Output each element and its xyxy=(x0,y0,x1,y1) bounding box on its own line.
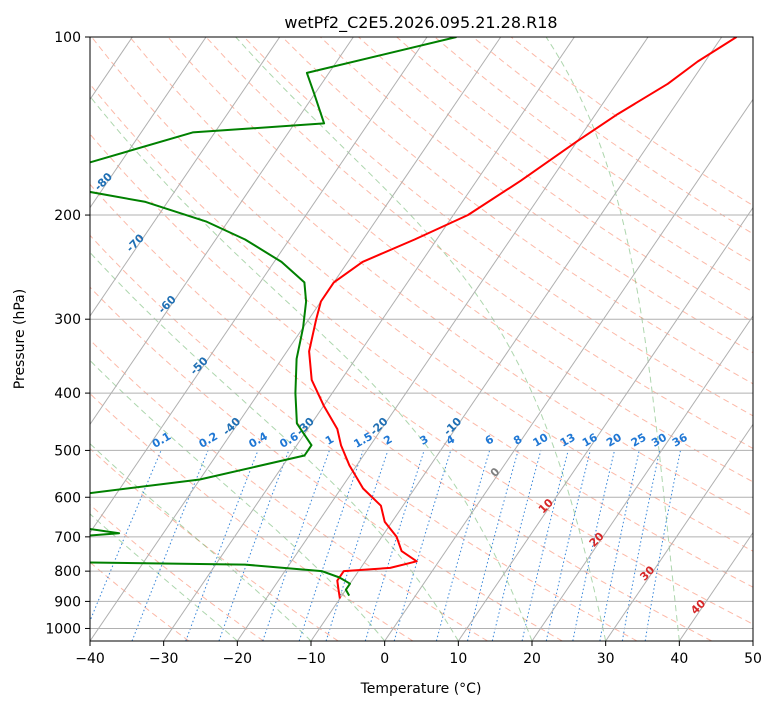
dry-adiabat-line xyxy=(358,37,753,323)
y-tick-label: 900 xyxy=(54,594,81,610)
mixing-ratio-line xyxy=(364,450,425,641)
temperature-line xyxy=(308,37,738,599)
mixing-ratio-line xyxy=(262,450,330,641)
isotherm-line xyxy=(605,423,753,641)
isotherm-line xyxy=(678,531,753,641)
y-tick-label: 300 xyxy=(54,312,81,328)
y-tick-label: 1000 xyxy=(45,621,81,637)
moist-adiabat-line xyxy=(90,95,533,641)
dry-adiabat-line xyxy=(90,183,712,641)
x-axis-label: Temperature (°C) xyxy=(360,681,482,697)
dry-adiabat-line xyxy=(90,504,264,641)
x-tick-label: −20 xyxy=(223,651,253,667)
plot-frame xyxy=(89,36,754,642)
y-tick-label: 100 xyxy=(54,30,81,46)
isotherm-label: -100 xyxy=(25,44,54,73)
dry-adiabat-line xyxy=(90,234,638,641)
y-tick-label: 700 xyxy=(54,530,81,546)
dewpoint-line xyxy=(90,37,457,597)
mixing-ratio-line xyxy=(467,450,519,641)
y-tick-label: 200 xyxy=(54,208,81,224)
isotherm-line xyxy=(236,37,649,641)
isotherm-line xyxy=(457,206,753,641)
x-tick-label: 30 xyxy=(597,651,615,667)
y-axis-label: Pressure (hPa) xyxy=(12,289,28,389)
chart-title: wetPf2_C2E5.2026.095.21.28.R18 xyxy=(284,13,557,33)
isotherm-line xyxy=(752,640,753,641)
x-tick-label: 10 xyxy=(449,651,467,667)
x-tick-label: 40 xyxy=(670,651,688,667)
y-tick-label: 600 xyxy=(54,490,81,506)
moist-adiabat-line xyxy=(235,37,607,641)
plot-background xyxy=(90,37,753,641)
mixing-ratio-line xyxy=(218,450,290,641)
profile-series xyxy=(90,37,738,599)
dry-adiabat-line xyxy=(90,133,753,625)
isotherm-line xyxy=(90,37,428,534)
isotherm-line xyxy=(384,98,753,641)
x-tick-label: −40 xyxy=(75,651,105,667)
dry-adiabat-line xyxy=(90,286,563,641)
isotherm-line xyxy=(90,37,207,209)
x-tick-label: 50 xyxy=(744,651,762,667)
dry-adiabat-line xyxy=(91,37,753,552)
x-tick-label: −30 xyxy=(149,651,179,667)
dry-adiabat-line xyxy=(320,37,753,354)
background-lines xyxy=(90,37,753,641)
mixing-ratio-line xyxy=(185,450,259,641)
isotherm-line xyxy=(531,315,753,641)
y-tick-label: 400 xyxy=(54,386,81,402)
moist-adiabat-line xyxy=(545,37,680,641)
y-tick-label: 800 xyxy=(54,564,81,580)
moist-adiabat-line xyxy=(90,359,386,641)
isotherm-line xyxy=(0,37,59,641)
dry-adiabat-line xyxy=(281,37,753,385)
x-tick-label: −10 xyxy=(296,651,326,667)
mixing-ratio-line xyxy=(521,450,569,641)
mixing-ratio-line xyxy=(131,450,209,641)
pressure-grid xyxy=(0,37,753,641)
moist-adiabat-line xyxy=(90,513,238,641)
x-tick-label: 0 xyxy=(380,651,389,667)
isotherm-line xyxy=(90,37,502,641)
isotherm-line xyxy=(90,37,281,317)
mixing-ratio-line xyxy=(435,450,491,641)
isotherm-line xyxy=(90,37,354,426)
isotherm-label: -90 xyxy=(60,109,83,132)
dry-adiabat-line xyxy=(90,83,753,588)
isotherm-line xyxy=(163,37,575,641)
isotherm-line xyxy=(310,37,723,641)
axes: −40 −30 −20 −10 0 10 20 30 40 50 100 200 300 400 500 60… xyxy=(45,30,762,667)
x-tick-label: 20 xyxy=(523,651,541,667)
y-tick-label: 500 xyxy=(54,443,81,459)
mixing-ratio-line xyxy=(298,450,364,641)
mixing-ratio-line xyxy=(325,450,389,641)
dry-adiabat-line xyxy=(129,37,753,517)
